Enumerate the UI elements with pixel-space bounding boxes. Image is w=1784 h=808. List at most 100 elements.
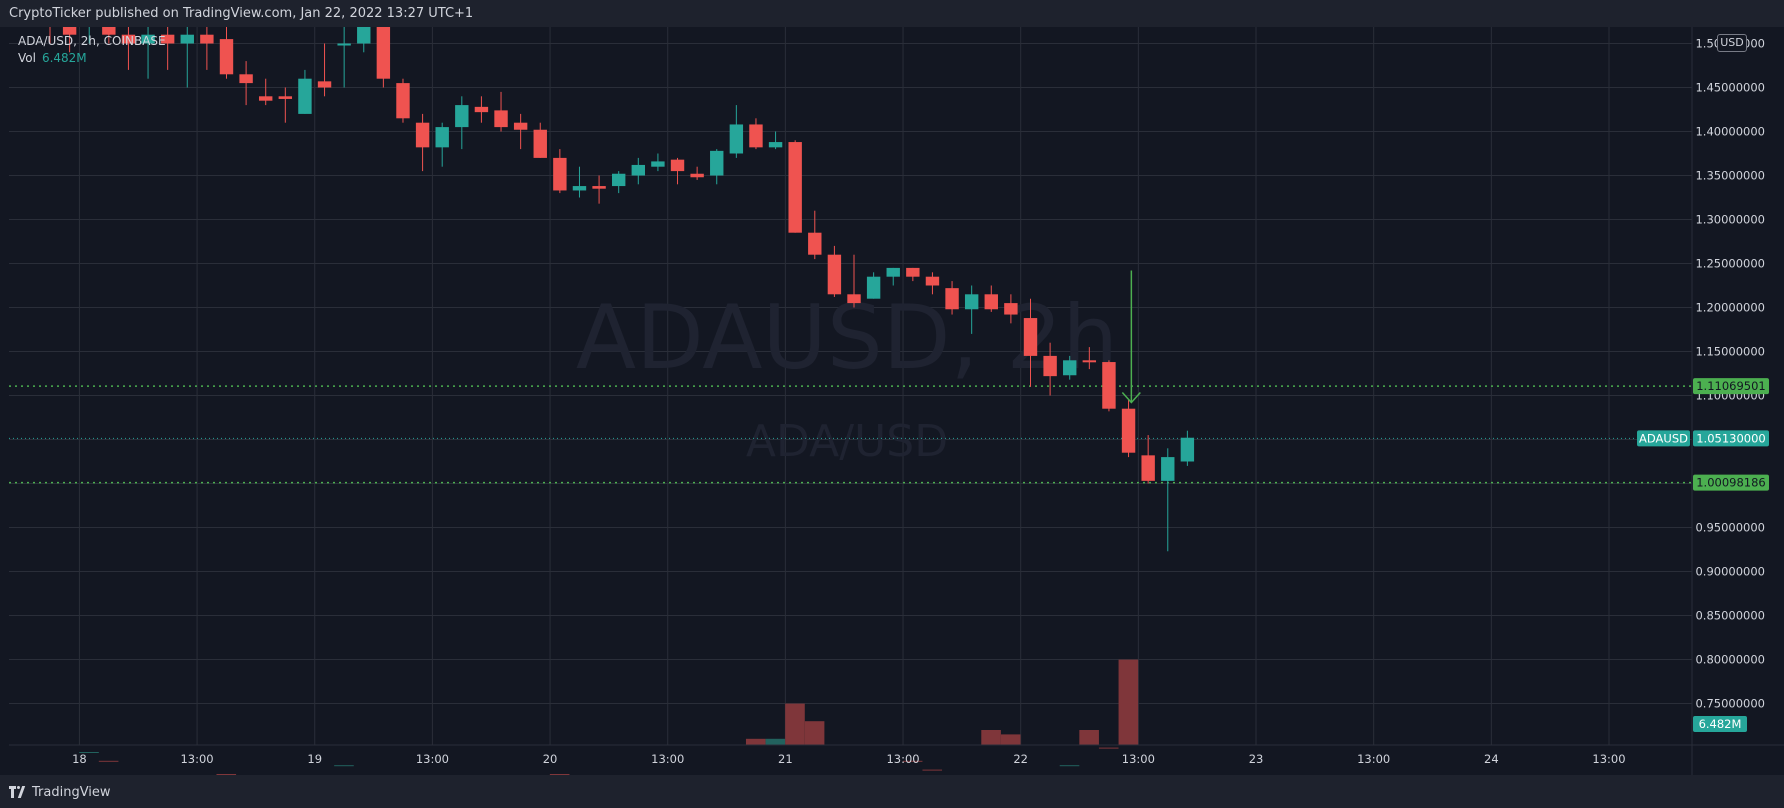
candle-body <box>749 124 763 148</box>
footer-bar: TradingView <box>0 775 1784 808</box>
candle-body <box>925 276 940 286</box>
level-price-tag-bg <box>1693 474 1769 491</box>
candle-body <box>533 129 547 158</box>
level-price-tag-label: 1.11069501 <box>1696 379 1766 393</box>
price-tick-label: 0.90000000 <box>1695 565 1765 579</box>
candle-body <box>1141 455 1155 481</box>
legend-vol-value: 6.482M <box>41 51 87 65</box>
candle-body <box>631 164 645 176</box>
candle-body <box>376 27 391 79</box>
chart-legend: ADA/USD, 2h, COINBASE Vol 6.482M <box>18 33 166 67</box>
candle-body <box>200 34 214 44</box>
candle-body <box>768 142 783 148</box>
candle-body <box>317 81 332 88</box>
candle-body <box>1082 360 1097 363</box>
candle-body <box>788 142 802 233</box>
last-price-tag-label: 1.05130000 <box>1696 431 1766 445</box>
candle-body <box>337 43 351 46</box>
candle-body <box>553 157 567 191</box>
volume-bar <box>902 760 923 762</box>
candle-body <box>866 276 881 299</box>
time-tick-label: 13:00 <box>651 752 684 766</box>
volume-bar <box>1000 734 1021 745</box>
down-arrow-annotation <box>1121 270 1141 404</box>
time-tick-label: 13:00 <box>1592 752 1625 766</box>
volume-bar <box>981 730 1001 745</box>
last-price-tag-bg <box>1693 430 1769 447</box>
candle-body <box>239 74 253 84</box>
volume-tag-label: 6.482M <box>1699 717 1742 731</box>
level-price-tag-label: 1.00098186 <box>1696 476 1766 490</box>
candle-body <box>827 254 842 295</box>
volume-bar <box>804 721 825 745</box>
time-tick-label: 13:00 <box>1357 752 1390 766</box>
volume-bar <box>216 774 237 775</box>
candle-body <box>1023 318 1038 356</box>
price-tick-label: 1.45000000 <box>1695 81 1765 95</box>
volume-bar <box>745 738 766 745</box>
time-tick-label: 13:00 <box>180 752 213 766</box>
volume-bar <box>1059 765 1080 767</box>
volume-tag-bg <box>1693 716 1747 732</box>
volume-bar <box>1118 659 1139 745</box>
candle-body <box>1102 362 1116 409</box>
candle-body <box>43 0 56 17</box>
candle-body <box>141 34 155 44</box>
candle-body <box>278 96 293 99</box>
currency-badge[interactable]: USD <box>1717 34 1747 52</box>
tradingview-logo[interactable]: TradingView <box>9 784 111 800</box>
time-tick-label: 18 <box>72 752 87 766</box>
candle-body <box>102 27 116 35</box>
candle-body <box>945 288 959 310</box>
candle-body <box>121 34 136 44</box>
price-tags: 1.11069501 1.00098186 1.05130000 ADAUSD 6.48… <box>1637 378 1769 732</box>
price-tick-label: 0.95000000 <box>1695 521 1765 535</box>
price-tick-label: 1.20000000 <box>1695 301 1765 315</box>
tradingview-brand: TradingView <box>32 784 111 800</box>
candle-body <box>710 150 724 176</box>
candles <box>43 0 1195 552</box>
candle-body <box>396 83 410 119</box>
volume-bar <box>334 765 354 767</box>
candle-body <box>1043 355 1057 377</box>
candle-body <box>572 186 587 191</box>
arrow-head <box>1121 392 1141 404</box>
candle-body <box>435 127 449 148</box>
price-tick-label: 0.80000000 <box>1695 653 1765 667</box>
symbol-tag-bg <box>1637 430 1690 447</box>
volume-bar <box>785 703 805 745</box>
candle-body <box>670 159 685 172</box>
volume-bar <box>765 738 786 745</box>
candle-body <box>808 232 822 255</box>
candle-body <box>690 173 704 178</box>
symbol-tag-label: ADAUSD <box>1639 431 1688 445</box>
time-tick-label: 19 <box>307 752 322 766</box>
candle-body <box>415 122 430 148</box>
price-tick-label: 0.75000000 <box>1695 697 1765 711</box>
volume-bar <box>98 760 119 762</box>
time-tick-label: 23 <box>1249 752 1264 766</box>
price-tick-label: 1.25000000 <box>1695 257 1765 271</box>
legend-vol-label: Vol <box>18 51 36 65</box>
candle-body <box>83 8 96 17</box>
candle-body <box>160 34 175 44</box>
volume-bar <box>549 774 570 775</box>
horizontal-levels <box>9 385 1692 484</box>
publish-line: CryptoTicker published on TradingView.co… <box>9 6 474 21</box>
candle-body <box>180 34 194 44</box>
volume-bar <box>1098 747 1119 749</box>
candle-body <box>886 267 900 277</box>
price-tick-label: 1.35000000 <box>1695 169 1765 183</box>
publish-header: CryptoTicker published on TradingView.co… <box>0 0 1784 27</box>
candle-body <box>494 110 508 128</box>
tradingview-logo-icon <box>9 786 27 798</box>
time-tick-label: 20 <box>543 752 558 766</box>
time-tick-label: 21 <box>778 752 793 766</box>
price-tick-label: 1.15000000 <box>1695 345 1765 359</box>
candle-body <box>298 78 312 114</box>
candle-body <box>474 106 489 113</box>
candle-body <box>1121 408 1136 453</box>
candle-body <box>1161 457 1175 481</box>
level-price-tag-bg <box>1693 378 1769 395</box>
